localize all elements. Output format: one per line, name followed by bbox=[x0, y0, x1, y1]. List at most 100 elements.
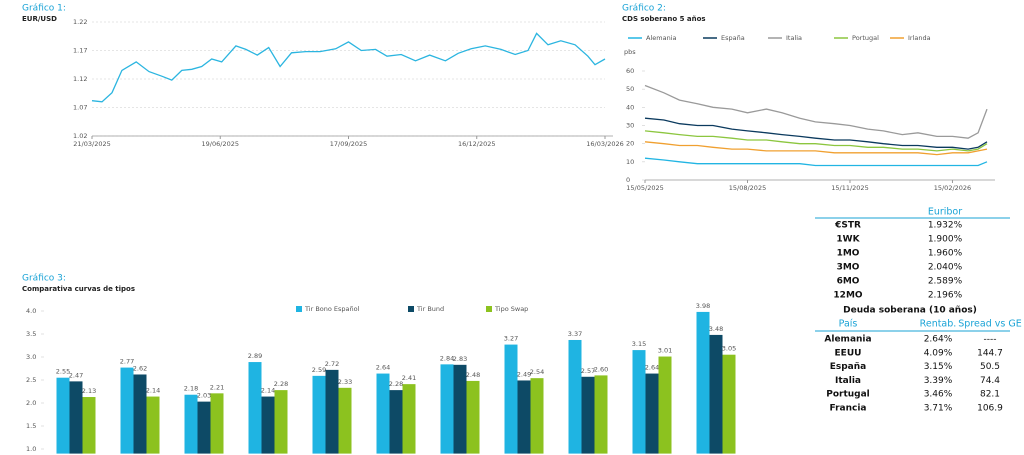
value-label: 3.01 bbox=[658, 347, 672, 355]
legend-label: Alemania bbox=[646, 34, 676, 42]
table-cell: 1.900% bbox=[928, 235, 963, 245]
bar bbox=[338, 387, 352, 454]
bar bbox=[69, 381, 83, 454]
legend-label: Irlanda bbox=[908, 34, 931, 42]
legend-swatch bbox=[486, 306, 492, 312]
value-label: 3.27 bbox=[504, 335, 518, 343]
bar bbox=[645, 373, 659, 454]
chart-title: Comparativa curvas de tipos bbox=[22, 285, 135, 293]
x-tick-label: 15/05/2025 bbox=[626, 184, 663, 192]
table-cell: 2.64% bbox=[924, 335, 953, 345]
y-tick-label: 20 bbox=[626, 140, 634, 148]
value-label: 2.03 bbox=[197, 392, 211, 400]
table-title: Deuda soberana (10 años) bbox=[843, 306, 977, 316]
y-tick-label: 50 bbox=[626, 85, 634, 93]
y-tick-label: 4.0 bbox=[26, 307, 36, 315]
table-cell: 50.5 bbox=[980, 362, 1000, 372]
bar bbox=[82, 397, 96, 454]
table-header: País bbox=[839, 319, 858, 330]
table-cell: 1MO bbox=[837, 249, 860, 259]
table-header: Spread vs GE bbox=[958, 319, 1021, 330]
table-cell: Portugal bbox=[826, 390, 870, 400]
value-label: 2.48 bbox=[466, 371, 480, 379]
table-cell: 3.15% bbox=[924, 362, 953, 372]
table-cell: €STR bbox=[834, 221, 861, 231]
bar bbox=[504, 344, 518, 454]
line-series bbox=[644, 141, 988, 156]
y-tick-label: 60 bbox=[626, 67, 634, 75]
table-cell: 4.09% bbox=[924, 348, 953, 358]
table-cell: 3.39% bbox=[924, 376, 953, 386]
bar bbox=[325, 369, 339, 454]
table-cell: 2.040% bbox=[928, 263, 963, 273]
value-label: 2.14 bbox=[146, 387, 160, 395]
value-label: 2.33 bbox=[338, 378, 352, 386]
value-label: 2.49 bbox=[517, 370, 531, 378]
y-tick-label: 1.02 bbox=[73, 132, 87, 140]
bar bbox=[453, 364, 467, 454]
value-label: 2.59 bbox=[312, 366, 326, 374]
bar bbox=[466, 380, 480, 454]
chart-label: Gráfico 1: bbox=[22, 4, 66, 14]
bar bbox=[120, 367, 134, 454]
value-label: 2.14 bbox=[261, 387, 275, 395]
chart-label: Gráfico 2: bbox=[622, 4, 666, 14]
table-header: Rentab. bbox=[920, 319, 957, 330]
bar bbox=[389, 390, 403, 454]
value-label: 2.89 bbox=[248, 352, 262, 360]
table-cell: 12MO bbox=[833, 291, 862, 301]
legend-label: Portugal bbox=[852, 34, 879, 42]
x-tick-label: 15/08/2025 bbox=[729, 184, 766, 192]
y-tick-label: 1.22 bbox=[73, 18, 87, 26]
table-cell: 82.1 bbox=[980, 390, 1000, 400]
table-cell: 74.4 bbox=[980, 376, 1000, 386]
bar bbox=[184, 394, 198, 454]
bar bbox=[56, 377, 70, 454]
legend-label: España bbox=[721, 34, 745, 42]
y-tick-label: 1.12 bbox=[73, 75, 87, 83]
value-label: 3.98 bbox=[696, 302, 710, 310]
bar bbox=[197, 401, 211, 454]
legend-swatch bbox=[408, 306, 414, 312]
table-cell: España bbox=[830, 362, 867, 372]
value-label: 2.21 bbox=[210, 383, 224, 391]
table-cell: 1.960% bbox=[928, 249, 963, 259]
bar bbox=[146, 396, 160, 454]
value-label: 3.15 bbox=[632, 340, 646, 348]
legend-swatch bbox=[296, 306, 302, 312]
value-label: 2.57 bbox=[581, 367, 595, 375]
legend-label: Tir Bono Español bbox=[304, 305, 360, 313]
y-tick-label: 10 bbox=[626, 158, 634, 166]
value-label: 2.28 bbox=[389, 380, 403, 388]
line-series bbox=[644, 157, 988, 167]
table-cell: 6MO bbox=[837, 277, 860, 287]
bar bbox=[440, 364, 454, 454]
bar bbox=[517, 380, 531, 454]
line-series bbox=[644, 130, 988, 152]
value-label: 2.28 bbox=[274, 380, 288, 388]
table-title: Euribor bbox=[928, 207, 962, 218]
y-tick-label: 30 bbox=[626, 122, 634, 130]
x-tick-label: 21/03/2025 bbox=[73, 140, 110, 148]
value-label: 2.84 bbox=[440, 354, 454, 362]
y-tick-label: 0 bbox=[626, 176, 630, 184]
bar bbox=[376, 373, 390, 454]
value-label: 2.13 bbox=[82, 387, 96, 395]
y-tick-label: 2.5 bbox=[26, 376, 36, 384]
table-cell: ---- bbox=[984, 335, 997, 345]
bar bbox=[594, 375, 608, 454]
bar bbox=[133, 374, 147, 454]
x-tick-label: 16/03/2026 bbox=[586, 140, 623, 148]
value-label: 2.55 bbox=[56, 368, 70, 376]
x-tick-label: 16/12/2025 bbox=[458, 140, 495, 148]
value-label: 2.77 bbox=[120, 358, 134, 366]
table-cell: Italia bbox=[835, 376, 861, 386]
y-tick-label: 1.0 bbox=[26, 445, 36, 453]
bar bbox=[210, 393, 224, 454]
table-cell: 3.46% bbox=[924, 390, 953, 400]
bar bbox=[530, 378, 544, 454]
chart-title: CDS soberano 5 años bbox=[622, 15, 706, 23]
value-label: 2.72 bbox=[325, 360, 339, 368]
y-tick-label: 1.17 bbox=[73, 47, 87, 55]
bar bbox=[632, 350, 646, 454]
